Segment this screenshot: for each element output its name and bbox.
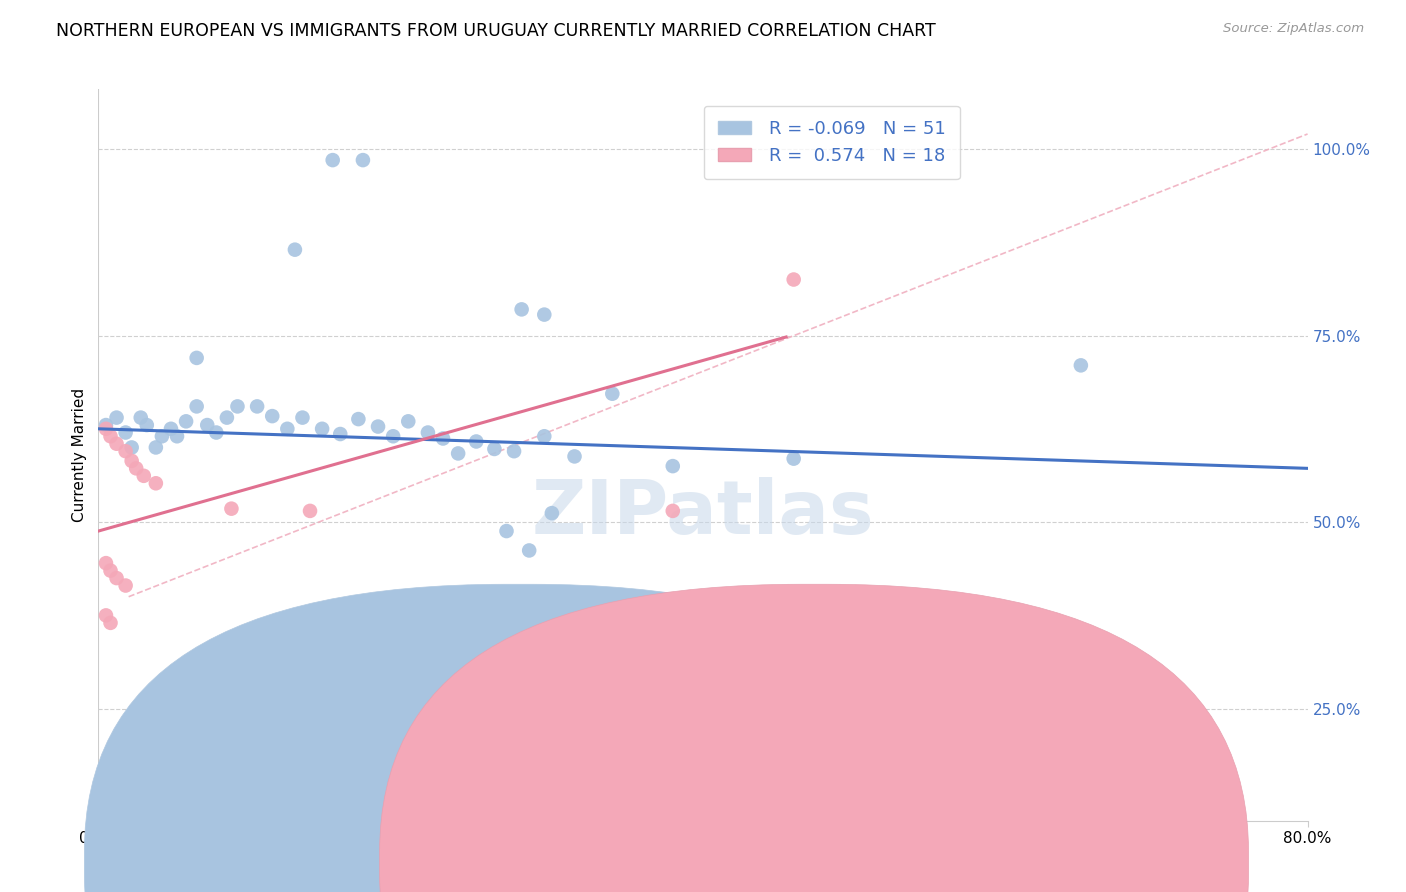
Point bbox=[517, 543, 540, 558]
Point bbox=[662, 459, 685, 474]
Point bbox=[311, 422, 333, 436]
Point bbox=[100, 615, 122, 630]
Text: ZIPatlas: ZIPatlas bbox=[531, 477, 875, 550]
Point bbox=[100, 429, 122, 443]
Point bbox=[783, 451, 806, 466]
Point bbox=[329, 427, 352, 442]
Point bbox=[100, 564, 122, 578]
Point bbox=[495, 524, 517, 538]
Point bbox=[540, 610, 562, 624]
Point bbox=[510, 302, 533, 317]
Point bbox=[94, 422, 117, 436]
Text: Immigrants from Uruguay: Immigrants from Uruguay bbox=[832, 858, 1031, 872]
Point bbox=[186, 400, 208, 414]
Point bbox=[114, 444, 136, 458]
Text: Source: ZipAtlas.com: Source: ZipAtlas.com bbox=[1223, 22, 1364, 36]
Point bbox=[150, 429, 173, 443]
Point bbox=[602, 386, 624, 401]
Point bbox=[94, 418, 117, 433]
Point bbox=[465, 434, 488, 449]
Point bbox=[533, 308, 555, 322]
Text: NORTHERN EUROPEAN VS IMMIGRANTS FROM URUGUAY CURRENTLY MARRIED CORRELATION CHART: NORTHERN EUROPEAN VS IMMIGRANTS FROM URU… bbox=[56, 22, 936, 40]
Point bbox=[503, 444, 526, 458]
Point bbox=[132, 468, 155, 483]
Point bbox=[145, 476, 167, 491]
Point bbox=[484, 442, 506, 456]
Point bbox=[432, 432, 454, 446]
Y-axis label: Currently Married: Currently Married bbox=[72, 388, 87, 522]
Point bbox=[105, 436, 128, 450]
Point bbox=[215, 410, 238, 425]
Point bbox=[447, 446, 470, 460]
Point bbox=[291, 410, 314, 425]
Point bbox=[322, 153, 344, 167]
Point bbox=[121, 441, 143, 455]
Point bbox=[166, 429, 188, 443]
Point bbox=[121, 454, 143, 468]
Point bbox=[602, 735, 624, 749]
Point bbox=[540, 506, 562, 520]
Point bbox=[174, 414, 197, 428]
Point bbox=[813, 624, 835, 638]
Point bbox=[416, 425, 439, 440]
Point bbox=[276, 422, 298, 436]
Legend: R = -0.069   N = 51, R =  0.574   N = 18: R = -0.069 N = 51, R = 0.574 N = 18 bbox=[704, 105, 960, 179]
Point bbox=[105, 410, 128, 425]
Point bbox=[396, 414, 419, 428]
Point bbox=[129, 410, 152, 425]
Point bbox=[347, 412, 370, 426]
Point bbox=[533, 429, 555, 443]
Point bbox=[262, 409, 284, 423]
Point bbox=[367, 419, 389, 434]
Point bbox=[114, 578, 136, 592]
Point bbox=[662, 504, 685, 518]
Point bbox=[510, 668, 533, 682]
Point bbox=[94, 556, 117, 570]
Point bbox=[1070, 359, 1092, 373]
Point bbox=[94, 608, 117, 623]
Point bbox=[186, 351, 208, 365]
Text: Northern Europeans: Northern Europeans bbox=[537, 858, 690, 872]
Point bbox=[221, 501, 243, 516]
Point bbox=[195, 418, 218, 433]
Point bbox=[160, 422, 183, 436]
Point bbox=[564, 450, 586, 464]
Point bbox=[783, 272, 806, 286]
Point bbox=[284, 243, 307, 257]
Point bbox=[145, 441, 167, 455]
Point bbox=[114, 425, 136, 440]
Point bbox=[205, 425, 228, 440]
Point bbox=[135, 418, 157, 433]
Point bbox=[246, 400, 269, 414]
Point bbox=[352, 153, 374, 167]
Point bbox=[299, 504, 322, 518]
Point bbox=[226, 400, 249, 414]
Point bbox=[382, 429, 405, 443]
Point bbox=[125, 461, 148, 475]
Point bbox=[105, 571, 128, 585]
